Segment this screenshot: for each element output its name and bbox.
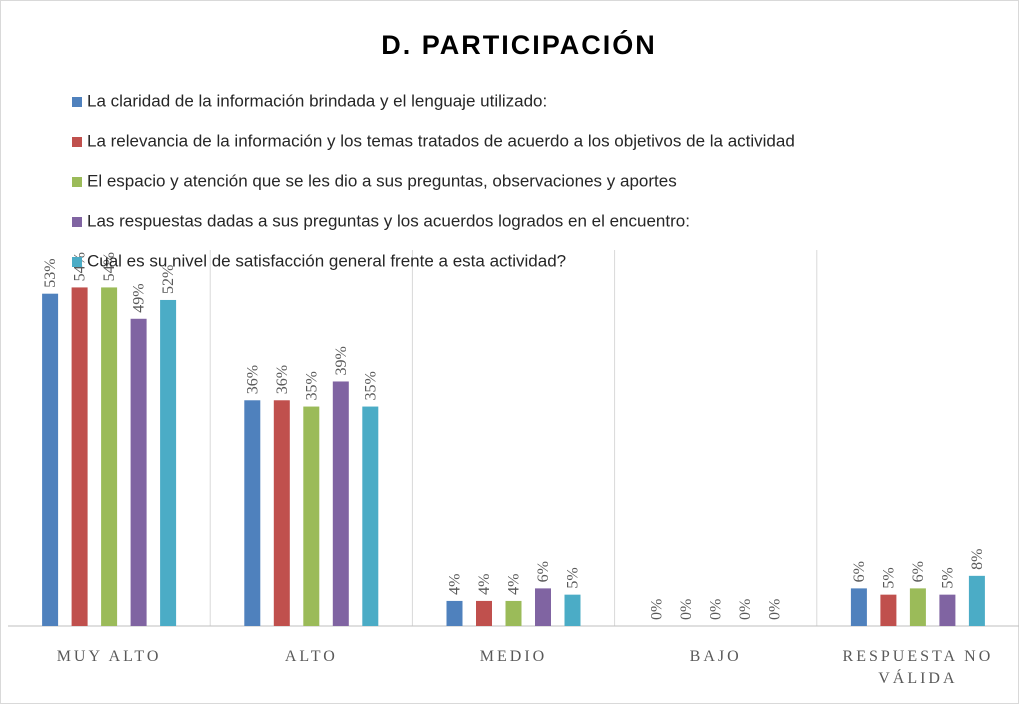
value-label: 35% — [303, 371, 320, 400]
bar — [71, 287, 88, 626]
legend-swatch — [72, 177, 82, 187]
bar — [909, 588, 926, 626]
legend-label: Las respuestas dadas a sus preguntas y l… — [87, 211, 690, 230]
legend-swatch — [72, 137, 82, 147]
legend-swatch — [72, 217, 82, 227]
bar — [160, 299, 177, 626]
bar — [244, 400, 261, 626]
value-label: 6% — [910, 561, 927, 582]
bar — [303, 406, 320, 626]
value-label: 39% — [333, 346, 350, 375]
bar — [939, 594, 956, 626]
legend-label: Cual es su nivel de satisfacción general… — [87, 251, 566, 270]
bar — [130, 318, 147, 626]
value-label: 5% — [939, 567, 956, 588]
bar — [564, 594, 581, 626]
bar — [101, 287, 118, 626]
value-label: 49% — [131, 283, 148, 312]
bar — [446, 600, 463, 626]
value-label: 54% — [101, 252, 118, 281]
value-label: 0% — [767, 599, 784, 620]
chart-title: D. PARTICIPACIÓN — [381, 29, 657, 60]
value-label: 4% — [506, 574, 523, 595]
value-label: 5% — [565, 567, 582, 588]
value-label: 6% — [851, 561, 868, 582]
value-label: 5% — [880, 567, 897, 588]
x-tick-label: ALTO — [284, 648, 338, 665]
bar — [362, 406, 379, 626]
bar — [850, 588, 867, 626]
bar — [42, 293, 59, 626]
value-label: 4% — [447, 574, 464, 595]
bar — [273, 400, 290, 626]
bar — [880, 594, 897, 626]
x-tick-label: RESPUESTA NO VÁLIDA — [842, 648, 994, 687]
x-tick-label: MUY ALTO — [56, 648, 162, 665]
value-label: 0% — [708, 599, 725, 620]
value-label: 4% — [476, 574, 493, 595]
value-label: 0% — [678, 599, 695, 620]
value-label: 35% — [362, 371, 379, 400]
value-label: 6% — [535, 561, 552, 582]
value-label: 36% — [244, 365, 261, 394]
value-label: 52% — [160, 265, 177, 294]
value-label: 0% — [737, 599, 754, 620]
bar — [535, 588, 551, 626]
bar — [505, 600, 522, 626]
value-label: 36% — [274, 365, 291, 394]
x-tick-label: MEDIO — [479, 648, 548, 665]
legend-swatch — [72, 97, 82, 107]
legend-label: La relevancia de la información y los te… — [87, 131, 795, 150]
legend-label: La claridad de la información brindada y… — [87, 91, 547, 110]
x-tick-label: BAJO — [689, 648, 742, 665]
legend-swatch — [72, 257, 82, 267]
bar — [332, 381, 349, 626]
value-label: 0% — [649, 599, 666, 620]
value-label: 53% — [42, 258, 59, 287]
bar — [968, 575, 985, 626]
bar — [476, 600, 492, 626]
value-label: 8% — [969, 549, 986, 570]
legend-label: El espacio y atención que se les dio a s… — [87, 171, 677, 190]
